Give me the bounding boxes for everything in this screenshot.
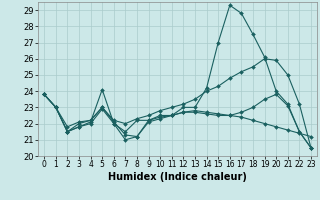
X-axis label: Humidex (Indice chaleur): Humidex (Indice chaleur): [108, 172, 247, 182]
